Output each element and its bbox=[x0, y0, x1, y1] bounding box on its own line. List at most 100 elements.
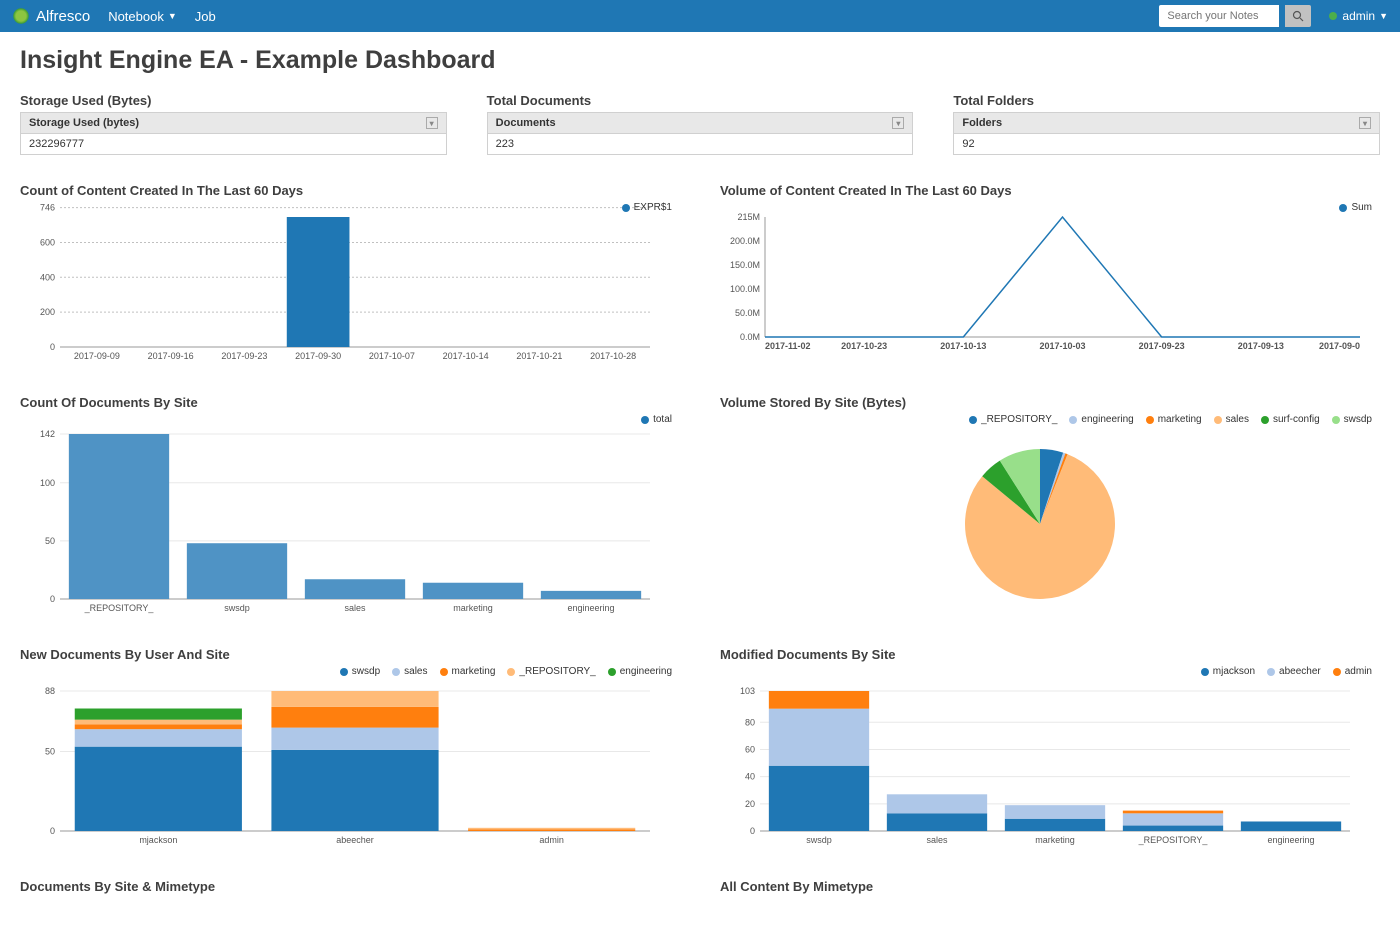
chart-modified-docs-site: mjacksonabeecheradmin020406080103swsdpsa… bbox=[720, 666, 1380, 851]
navbar: Alfresco Notebook ▼ Job admin ▼ bbox=[0, 0, 1400, 32]
page-title: Insight Engine EA - Example Dashboard bbox=[20, 46, 1380, 75]
brand-text: Alfresco bbox=[36, 8, 90, 25]
panel-modified-docs-site: Modified Documents By Site mjacksonabeec… bbox=[720, 647, 1380, 851]
metric-header: Folders ▾ bbox=[953, 112, 1380, 134]
panel-newdocs-user-site: New Documents By User And Site swsdpsale… bbox=[20, 647, 680, 851]
svg-text:50.0M: 50.0M bbox=[735, 308, 760, 318]
panel-count60: Count of Content Created In The Last 60 … bbox=[20, 183, 680, 367]
chevron-down-icon: ▼ bbox=[168, 11, 177, 21]
metric-title: Total Documents bbox=[487, 93, 914, 108]
svg-text:2017-10-21: 2017-10-21 bbox=[516, 351, 562, 361]
panel-title: Count Of Documents By Site bbox=[20, 395, 680, 410]
chart-volume-by-site: _REPOSITORY_engineeringmarketingsalessur… bbox=[720, 414, 1380, 614]
svg-text:_REPOSITORY_: _REPOSITORY_ bbox=[84, 603, 155, 613]
svg-text:2017-10-28: 2017-10-28 bbox=[590, 351, 636, 361]
chart-newdocs-user-site: swsdpsalesmarketing_REPOSITORY_engineeri… bbox=[20, 666, 680, 851]
brand[interactable]: Alfresco bbox=[12, 7, 90, 25]
svg-text:abeecher: abeecher bbox=[336, 835, 374, 845]
svg-text:600: 600 bbox=[40, 237, 55, 247]
panel-volume-by-site: Volume Stored By Site (Bytes) _REPOSITOR… bbox=[720, 395, 1380, 619]
svg-text:200: 200 bbox=[40, 307, 55, 317]
svg-text:2017-09-13: 2017-09-13 bbox=[1238, 341, 1284, 351]
metric-header: Documents ▾ bbox=[487, 112, 914, 134]
svg-text:215M: 215M bbox=[737, 212, 760, 222]
metric-value: 223 bbox=[487, 134, 914, 155]
svg-text:100: 100 bbox=[40, 478, 55, 488]
svg-text:0: 0 bbox=[50, 826, 55, 836]
user-menu[interactable]: admin ▼ bbox=[1329, 9, 1388, 23]
svg-text:engineering: engineering bbox=[1267, 835, 1314, 845]
metric-value: 232296777 bbox=[20, 134, 447, 155]
svg-text:20: 20 bbox=[745, 799, 755, 809]
svg-text:0.0M: 0.0M bbox=[740, 332, 760, 342]
metric-storage: Storage Used (Bytes) Storage Used (bytes… bbox=[20, 93, 447, 155]
svg-text:2017-10-23: 2017-10-23 bbox=[841, 341, 887, 351]
svg-text:2017-09-30: 2017-09-30 bbox=[295, 351, 341, 361]
panel-volume60: Volume of Content Created In The Last 60… bbox=[720, 183, 1380, 367]
metric-documents: Total Documents Documents ▾ 223 bbox=[487, 93, 914, 155]
chart-docs-by-site: total050100142_REPOSITORY_swsdpsalesmark… bbox=[20, 414, 680, 619]
metric-title: Storage Used (Bytes) bbox=[20, 93, 447, 108]
svg-text:2017-10-14: 2017-10-14 bbox=[443, 351, 489, 361]
svg-text:2017-09-16: 2017-09-16 bbox=[148, 351, 194, 361]
svg-text:mjackson: mjackson bbox=[139, 835, 177, 845]
svg-text:50: 50 bbox=[45, 746, 55, 756]
collapse-toggle[interactable]: ▾ bbox=[1359, 117, 1371, 129]
panel-title: Modified Documents By Site bbox=[720, 647, 1380, 662]
nav-notebook[interactable]: Notebook ▼ bbox=[108, 9, 177, 24]
search-icon bbox=[1292, 10, 1304, 22]
svg-text:150.0M: 150.0M bbox=[730, 260, 760, 270]
svg-text:0: 0 bbox=[750, 826, 755, 836]
panel-title: Volume Stored By Site (Bytes) bbox=[720, 395, 1380, 410]
status-indicator-icon bbox=[1329, 12, 1337, 20]
chevron-down-icon: ▼ bbox=[1379, 11, 1388, 21]
svg-text:2017-09-0: 2017-09-0 bbox=[1319, 341, 1360, 351]
svg-text:88: 88 bbox=[45, 686, 55, 696]
svg-text:engineering: engineering bbox=[567, 603, 614, 613]
panel-docs-by-site: Count Of Documents By Site total05010014… bbox=[20, 395, 680, 619]
svg-text:2017-10-03: 2017-10-03 bbox=[1039, 341, 1085, 351]
nav-job-label: Job bbox=[195, 9, 216, 24]
svg-text:80: 80 bbox=[745, 717, 755, 727]
svg-text:0: 0 bbox=[50, 594, 55, 604]
chart-volume60: Sum0.0M50.0M100.0M150.0M200.0M215M2017-1… bbox=[720, 202, 1380, 357]
panel-title: Count of Content Created In The Last 60 … bbox=[20, 183, 680, 198]
svg-text:2017-09-23: 2017-09-23 bbox=[1139, 341, 1185, 351]
svg-text:100.0M: 100.0M bbox=[730, 284, 760, 294]
svg-text:marketing: marketing bbox=[453, 603, 493, 613]
collapse-toggle[interactable]: ▾ bbox=[426, 117, 438, 129]
nav-notebook-label: Notebook bbox=[108, 9, 164, 24]
svg-text:142: 142 bbox=[40, 429, 55, 439]
svg-text:400: 400 bbox=[40, 272, 55, 282]
collapse-toggle[interactable]: ▾ bbox=[892, 117, 904, 129]
search-button[interactable] bbox=[1285, 5, 1311, 27]
svg-text:200.0M: 200.0M bbox=[730, 236, 760, 246]
svg-text:swsdp: swsdp bbox=[224, 603, 250, 613]
svg-text:60: 60 bbox=[745, 744, 755, 754]
metric-folders: Total Folders Folders ▾ 92 bbox=[953, 93, 1380, 155]
user-name: admin bbox=[1342, 9, 1375, 23]
svg-text:_REPOSITORY_: _REPOSITORY_ bbox=[1138, 835, 1209, 845]
chart-count60: EXPR$102004006007462017-09-092017-09-162… bbox=[20, 202, 680, 367]
svg-text:2017-09-09: 2017-09-09 bbox=[74, 351, 120, 361]
svg-text:swsdp: swsdp bbox=[806, 835, 832, 845]
svg-text:sales: sales bbox=[344, 603, 366, 613]
search-input[interactable] bbox=[1159, 5, 1279, 27]
svg-text:marketing: marketing bbox=[1035, 835, 1075, 845]
svg-text:2017-09-23: 2017-09-23 bbox=[221, 351, 267, 361]
svg-text:admin: admin bbox=[539, 835, 564, 845]
panel-title: New Documents By User And Site bbox=[20, 647, 680, 662]
panel-title: All Content By Mimetype bbox=[720, 879, 1380, 894]
svg-text:2017-10-07: 2017-10-07 bbox=[369, 351, 415, 361]
svg-text:746: 746 bbox=[40, 203, 55, 213]
svg-text:sales: sales bbox=[926, 835, 948, 845]
svg-text:0: 0 bbox=[50, 342, 55, 352]
panel-title: Documents By Site & Mimetype bbox=[20, 879, 680, 894]
panel-docs-site-mime: Documents By Site & Mimetype bbox=[20, 879, 680, 898]
nav-job[interactable]: Job bbox=[195, 9, 216, 24]
panel-all-content-mime: All Content By Mimetype bbox=[720, 879, 1380, 898]
svg-text:50: 50 bbox=[45, 536, 55, 546]
svg-text:40: 40 bbox=[745, 772, 755, 782]
panel-title: Volume of Content Created In The Last 60… bbox=[720, 183, 1380, 198]
svg-text:103: 103 bbox=[740, 686, 755, 696]
